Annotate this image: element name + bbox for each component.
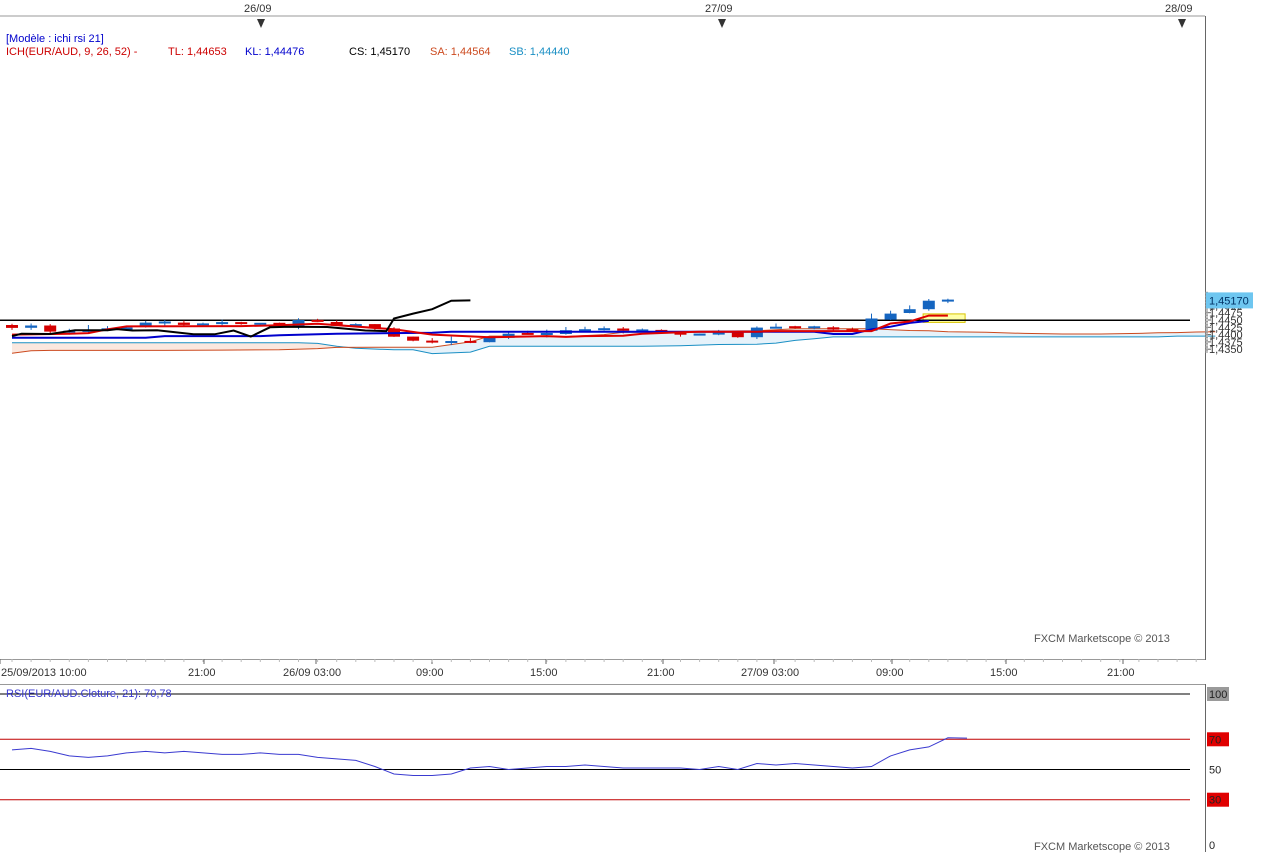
tenkan-path xyxy=(11,314,948,339)
y-tick-label: 1,4375 xyxy=(1209,337,1243,349)
candle-body xyxy=(540,333,553,335)
x-tick-label: 21:00 xyxy=(647,667,675,679)
price-watermark: FXCM Marketscope © 2013 xyxy=(1034,633,1170,645)
candle-body xyxy=(349,324,362,327)
rsi-tick-label: 50 xyxy=(1209,765,1221,777)
candle-body xyxy=(579,329,591,332)
candle-body xyxy=(483,337,496,343)
candle-body xyxy=(808,326,821,329)
candle-body xyxy=(789,326,802,329)
date-marker-triangle xyxy=(257,19,265,28)
candle-body xyxy=(922,300,935,310)
rsi-title: RSI(EUR/AUD.Cloture, 21): 70,78 xyxy=(6,688,172,700)
current-price-tag: 1,45170 xyxy=(1206,292,1253,309)
chikou-line xyxy=(11,299,471,338)
candle-body xyxy=(693,333,706,336)
x-tick-label: 21:00 xyxy=(188,667,216,679)
candle-body xyxy=(941,299,954,302)
price-panel: 1,45251,45001,44751,44501,44251,44001,43… xyxy=(0,3,1253,679)
date-marker-triangle xyxy=(718,19,726,28)
legend-entry: TL: 1,44653 xyxy=(168,46,227,58)
rsi-line xyxy=(11,737,968,776)
legend-entry: ICH(EUR/AUD, 9, 26, 52) - xyxy=(6,46,138,58)
candle-body xyxy=(407,336,420,341)
ichimoku-cloud xyxy=(12,328,1208,354)
chikou-path xyxy=(11,299,471,338)
rsi-panel: 100 70 50 30 0 RSI(EUR/AUD.Cloture, 21): 70,… xyxy=(0,684,1229,853)
candle-body xyxy=(445,341,458,343)
candle-body xyxy=(865,318,878,331)
candle-body xyxy=(330,322,343,326)
y-tick-label: 1,4425 xyxy=(1209,322,1243,334)
candle-body xyxy=(827,327,840,330)
rsi-tick-label: 100 xyxy=(1209,689,1227,701)
rsi-tick-label: 30 xyxy=(1209,795,1221,807)
candle-body xyxy=(235,322,248,325)
rsi-watermark: FXCM Marketscope © 2013 xyxy=(1034,841,1170,853)
rsi-tick-label: 70 xyxy=(1209,734,1221,746)
candle-body xyxy=(636,329,649,332)
candle-body xyxy=(254,322,267,325)
candle-body xyxy=(177,322,190,325)
candle-body xyxy=(273,322,286,325)
candle-body xyxy=(464,340,477,343)
candle-body xyxy=(617,328,630,331)
y-tick-label: 1,4400 xyxy=(1209,330,1243,342)
date-marker-label: 27/09 xyxy=(705,3,733,15)
rsi-tick-label: 0 xyxy=(1209,840,1215,852)
candle-body xyxy=(521,332,534,335)
rsi-path xyxy=(11,737,968,776)
x-tick-label: 09:00 xyxy=(416,667,444,679)
cloud-segment xyxy=(12,342,347,354)
candle-body xyxy=(502,333,515,338)
time-x-axis: 25/09/2013 10:00 21:00 26/09 03:00 09:00 15:… xyxy=(0,659,1197,679)
candle-body xyxy=(120,327,133,330)
x-tick-label: 26/09 03:00 xyxy=(283,667,341,679)
candle-body xyxy=(158,321,171,324)
y-tick-label: 1,4450 xyxy=(1209,315,1243,327)
x-tick-label: 15:00 xyxy=(530,667,558,679)
date-marker-label: 28/09 xyxy=(1165,3,1193,15)
x-tick-label: 15:00 xyxy=(990,667,1018,679)
candle-body xyxy=(368,324,381,329)
date-marker-triangle xyxy=(1178,19,1186,28)
rsi-levels xyxy=(0,693,1190,801)
rsi-y-axis: 100 70 50 30 0 xyxy=(1207,687,1229,852)
candle-body xyxy=(903,309,916,313)
tenkan-line xyxy=(11,314,948,339)
rsi-level-tag xyxy=(1207,792,1229,807)
cloud-segment xyxy=(348,328,1208,354)
candle-body xyxy=(197,323,209,326)
template-label: [Modèle : ichi rsi 21] xyxy=(6,33,104,45)
candle-body xyxy=(139,322,152,327)
indicator-legend: ICH(EUR/AUD, 9, 26, 52) - TL: 1,44653 KL: … xyxy=(6,46,570,58)
x-tick-label: 21:00 xyxy=(1107,667,1135,679)
candle-body xyxy=(44,325,57,332)
date-marker-label: 26/09 xyxy=(244,3,272,15)
candle-body xyxy=(25,325,38,328)
candle-body xyxy=(598,328,611,331)
candle-body xyxy=(884,313,897,320)
legend-entry: SA: 1,44564 xyxy=(430,46,491,58)
rsi-level-tag xyxy=(1207,687,1229,701)
candle-body xyxy=(770,326,782,329)
x-tick-label: 25/09/2013 10:00 xyxy=(1,667,87,679)
candle-body xyxy=(216,322,229,325)
rsi-level-tag xyxy=(1207,732,1229,747)
current-price-label: 1,45170 xyxy=(1209,295,1249,307)
y-tick-label: 1,4475 xyxy=(1209,308,1243,320)
candle-body xyxy=(731,330,744,338)
legend-entry: SB: 1,44440 xyxy=(509,46,570,58)
x-tick-label: 09:00 xyxy=(876,667,904,679)
y-tick-label: 1,4350 xyxy=(1209,344,1243,356)
candle-body xyxy=(311,319,324,322)
candle-body xyxy=(426,340,439,343)
legend-entry: CS: 1,45170 xyxy=(349,46,410,58)
date-markers: 26/09 27/09 28/09 xyxy=(244,3,1193,28)
candle-body xyxy=(6,325,18,328)
legend-entry: KL: 1,44476 xyxy=(245,46,304,58)
x-tick-label: 27/09 03:00 xyxy=(741,667,799,679)
candle-body xyxy=(674,332,687,335)
